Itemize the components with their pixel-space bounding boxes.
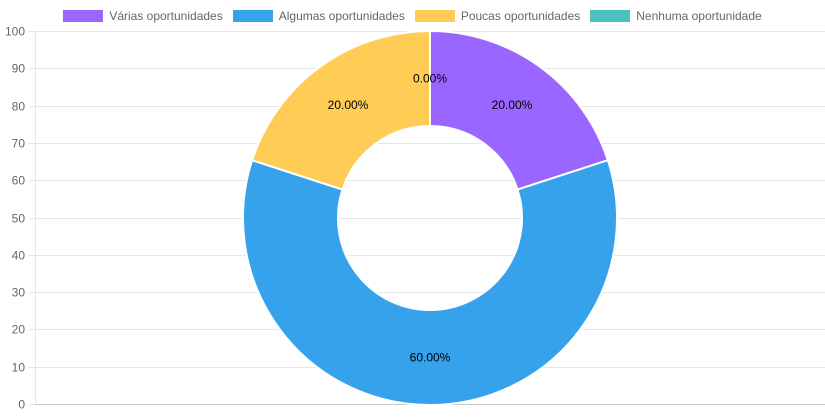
y-tick-label: 90 [12,62,26,76]
data-label-poucas-oportunidades: 20.00% [328,98,369,112]
legend-label: Várias oportunidades [109,9,223,23]
legend-item-algumas-oportunidades[interactable]: Algumas oportunidades [232,9,405,23]
y-tick-label: 60 [12,174,26,188]
legend-label: Poucas oportunidades [460,9,581,23]
chart-legend: Várias oportunidades Algumas oportunidade… [0,7,825,25]
y-tick-label: 100 [5,25,25,39]
data-label-nenhuma-oportunidade: 0.00% [413,72,447,86]
legend-item-nenhuma-oportunidade[interactable]: Nenhuma oportunidade [590,9,762,23]
y-tick-label: 70 [12,137,26,151]
slice-poucas-oportunidades [250,29,431,191]
legend-swatch [63,10,104,22]
legend-swatch [414,10,455,22]
slice-algumas-oportunidades [242,158,618,406]
legend-item-varias-oportunidades[interactable]: Várias oportunidades [63,9,223,23]
y-tick-label: 0 [18,398,25,412]
slice-varias-oportunidades [429,29,610,191]
legend-swatch [232,10,273,22]
legend-label: Algumas oportunidades [278,9,405,23]
y-tick-label: 10 [12,361,26,375]
y-tick-label: 80 [12,100,26,114]
y-tick-label: 20 [12,323,26,337]
data-label-algumas-oportunidades: 60.00% [410,351,451,365]
legend-label: Nenhuma oportunidade [636,9,762,23]
data-label-varias-oportunidades: 20.00% [492,98,533,112]
legend-swatch [590,10,631,22]
legend-item-poucas-oportunidades[interactable]: Poucas oportunidades [414,9,581,23]
y-tick-label: 50 [12,212,26,226]
y-tick-label: 40 [12,249,26,263]
y-tick-label: 30 [12,286,26,300]
